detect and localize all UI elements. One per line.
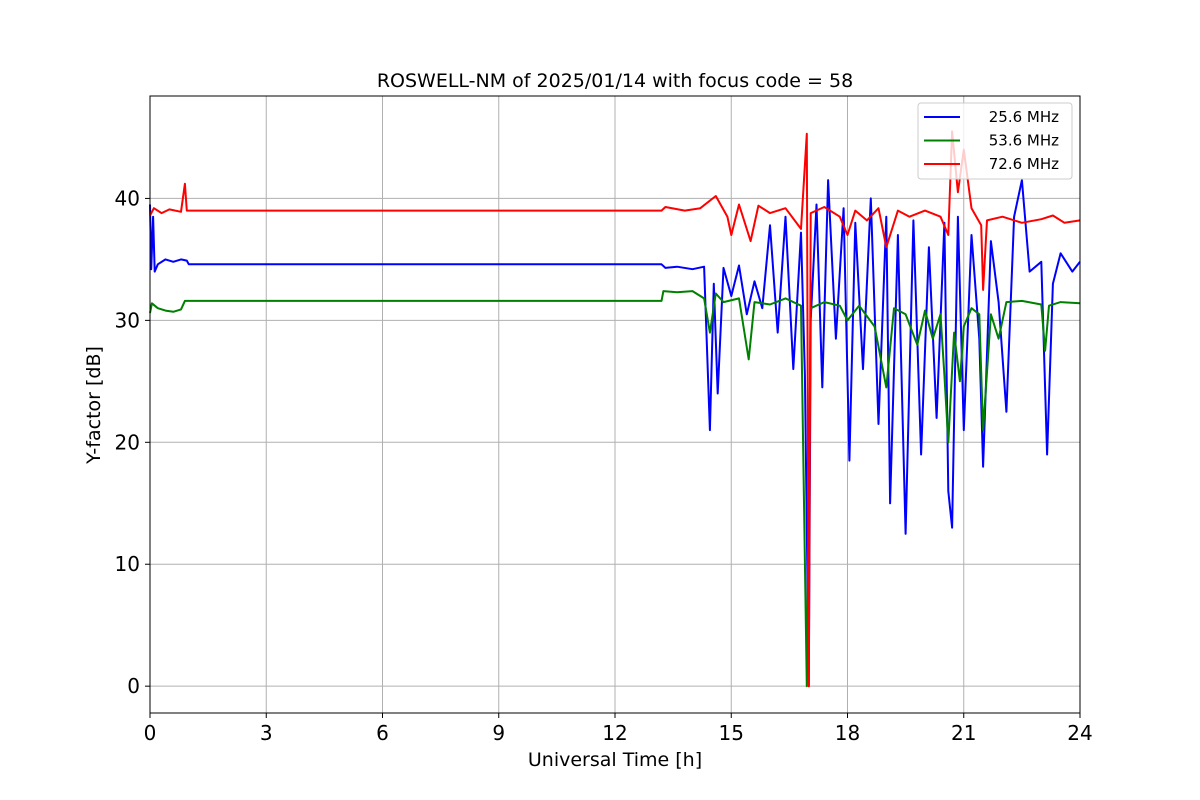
y-tick-label: 30 (115, 308, 140, 332)
x-tick-label: 6 (376, 721, 389, 745)
x-tick-label: 0 (144, 721, 157, 745)
y-tick-label: 40 (115, 186, 140, 210)
x-tick-label: 24 (1067, 721, 1092, 745)
series-line-2 (149, 130, 1081, 688)
legend-label-0: 25.6 MHz (989, 108, 1059, 126)
x-tick-label: 18 (835, 721, 860, 745)
y-tick-label: 0 (127, 674, 140, 698)
y-axis-label: Y-factor [dB] (83, 346, 105, 465)
x-axis-label: Universal Time [h] (528, 749, 702, 771)
x-axis-ticks: 0 3 6 9 12 15 18 21 24 (144, 713, 1093, 745)
legend-label-2: 72.6 MHz (989, 155, 1059, 173)
legend-box (917, 102, 1073, 180)
y-axis-ticks: 0 10 20 30 40 (115, 186, 150, 698)
legend-items: 25.6 MHz 53.6 MHz 72.6 MHz (924, 108, 1059, 173)
series-line-1 (149, 290, 1081, 688)
chart-title: ROSWELL-NM of 2025/01/14 with focus code… (377, 70, 853, 92)
x-tick-label: 15 (719, 721, 744, 745)
legend-label-1: 53.6 MHz (989, 132, 1059, 150)
series-line-0 (149, 179, 1081, 688)
plot-lines (149, 130, 1081, 688)
x-tick-label: 3 (260, 721, 273, 745)
y-tick-label: 10 (115, 552, 140, 576)
legend: 25.6 MHz 53.6 MHz 72.6 MHz (917, 102, 1073, 180)
y-tick-label: 20 (115, 430, 140, 454)
x-tick-label: 9 (492, 721, 505, 745)
x-tick-label: 21 (951, 721, 976, 745)
x-tick-label: 12 (602, 721, 627, 745)
